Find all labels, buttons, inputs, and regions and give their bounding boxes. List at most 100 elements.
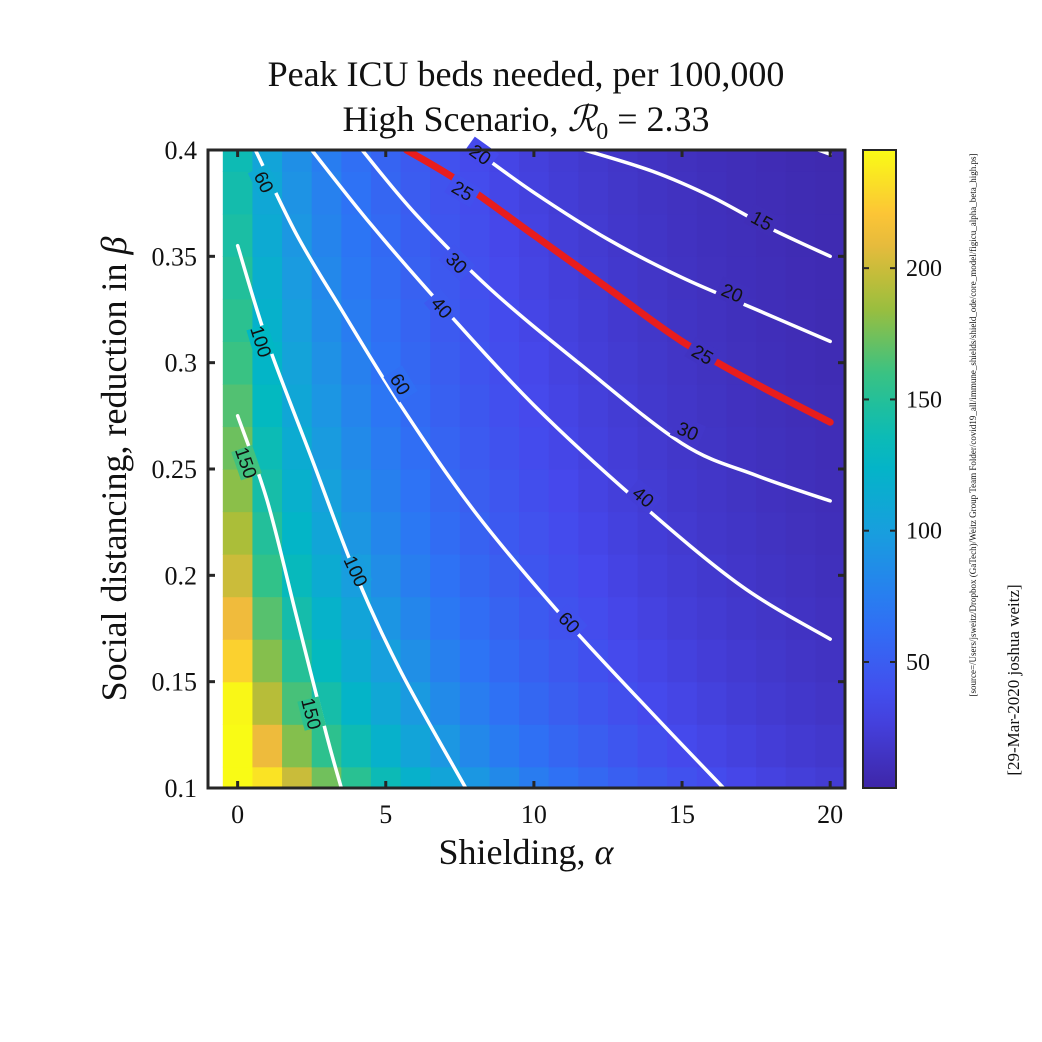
- source-note: [source=/Users/jsweitz/Dropbox (GaTech)/…: [968, 153, 978, 696]
- heatmap-cell: [726, 596, 757, 640]
- x-axis-ticks: 0 5 10 15 20: [231, 150, 843, 829]
- heatmap-cell: [519, 596, 550, 640]
- heatmap-cell: [756, 256, 787, 300]
- heatmap-cell: [696, 554, 728, 598]
- heatmap-cell: [430, 426, 461, 470]
- heatmap-cell: [519, 341, 550, 385]
- heatmap-cell: [637, 596, 668, 640]
- heatmap-cell: [726, 724, 757, 768]
- heatmap-cell: [222, 639, 254, 683]
- heatmap-cell: [785, 511, 816, 555]
- heatmap-cell: [578, 171, 609, 215]
- heatmap-cell: [519, 681, 550, 725]
- heatmap-cell: [607, 341, 639, 385]
- heatmap-cell: [252, 554, 283, 598]
- heatmap-cell: [756, 150, 787, 172]
- y-axis-symbol: β: [94, 237, 134, 256]
- heatmap-cell: [370, 554, 402, 598]
- heatmap-cell: [519, 766, 550, 788]
- heatmap-cell: [222, 724, 254, 768]
- author-note: [29-Mar-2020 joshua weitz]: [1004, 584, 1023, 775]
- heatmap-cell: [311, 213, 342, 257]
- heatmap-cell: [459, 681, 491, 725]
- y-tick-label: 0.2: [165, 561, 198, 590]
- heatmap-cell: [815, 298, 845, 342]
- heatmap-cell: [578, 681, 609, 725]
- heatmap-cell: [222, 511, 254, 555]
- heatmap-cell: [696, 639, 728, 683]
- contour-line-60: [253, 150, 726, 788]
- contour-label-bg: [743, 203, 781, 237]
- heatmap-cell: [667, 150, 698, 172]
- heatmap-cell: [785, 150, 816, 172]
- heatmap-cell: [696, 213, 728, 257]
- heatmap-cell: [341, 681, 372, 725]
- y-tick-label: 0.25: [152, 455, 198, 484]
- x-axis-label-text: Shielding,: [439, 832, 595, 872]
- heatmap-cell: [637, 341, 668, 385]
- heatmap-cell: [341, 341, 372, 385]
- heatmap-cell: [311, 383, 342, 428]
- r0-symbol: ℛ: [567, 99, 598, 139]
- y-tick-label: 0.3: [165, 349, 198, 378]
- heatmap-cell: [815, 639, 845, 683]
- heatmap-cell: [548, 298, 579, 342]
- heatmap-cell: [578, 766, 609, 788]
- contour-line-20: [472, 150, 832, 344]
- heatmap-cell: [341, 383, 372, 428]
- heatmap-cell: [222, 681, 254, 725]
- heatmap-cell: [222, 596, 254, 640]
- heatmap-cell: [785, 298, 816, 342]
- heatmap-cell: [726, 639, 757, 683]
- heatmap-cell: [400, 469, 431, 513]
- heatmap-cell: [756, 554, 787, 598]
- heatmap-cell: [548, 469, 579, 513]
- heatmap-cell: [519, 426, 550, 470]
- heatmap-cell: [548, 639, 579, 683]
- chart-subtitle: High Scenario, ℛ0 = 2.33: [343, 99, 710, 145]
- heatmap-cell: [578, 596, 609, 640]
- heatmap-cell: [341, 639, 372, 683]
- heatmap-cell: [519, 511, 550, 555]
- heatmap-cell: [459, 341, 491, 385]
- heatmap-cell: [311, 298, 342, 342]
- heatmap-cell: [370, 469, 402, 513]
- heatmap-cell: [785, 681, 816, 725]
- heatmap-cell: [519, 469, 550, 513]
- heatmap-cell: [696, 383, 728, 428]
- heatmap-cell: [815, 171, 845, 215]
- contour-label-bg: [231, 444, 262, 481]
- contour-label-bg: [444, 173, 482, 208]
- heatmap-cell: [607, 639, 639, 683]
- heatmap-cell: [726, 681, 757, 725]
- heatmap-cell: [370, 213, 402, 257]
- heatmap-cell: [252, 213, 283, 257]
- heatmap-cell: [519, 256, 550, 300]
- heatmap-cell: [400, 511, 431, 555]
- heatmap-cell: [548, 150, 579, 172]
- heatmap-cell: [815, 150, 845, 172]
- heatmap-cell: [400, 171, 431, 215]
- heatmap-cell: [459, 426, 491, 470]
- heatmap-cell: [370, 724, 402, 768]
- heatmap-cell: [311, 341, 342, 385]
- heatmap-cell: [726, 383, 757, 428]
- heatmap-cell: [430, 596, 461, 640]
- heatmap-cell: [489, 724, 520, 768]
- x-tick-label: 20: [817, 800, 843, 829]
- heatmap-cell: [311, 596, 342, 640]
- heatmap-cell: [607, 554, 639, 598]
- heatmap-cell: [370, 256, 402, 300]
- y-tick-label: 0.4: [165, 136, 198, 165]
- heatmap-cell: [696, 298, 728, 342]
- heatmap-cell: [370, 298, 402, 342]
- heatmap-cell: [400, 639, 431, 683]
- heatmap-cell: [785, 554, 816, 598]
- heatmap-cell: [726, 554, 757, 598]
- heatmap-cell: [282, 766, 313, 788]
- colorbar: [863, 150, 896, 788]
- heatmap-cell: [637, 383, 668, 428]
- contour-label-bg: [461, 136, 500, 172]
- heatmap-cell: [548, 383, 579, 428]
- heatmap-cell: [667, 766, 698, 788]
